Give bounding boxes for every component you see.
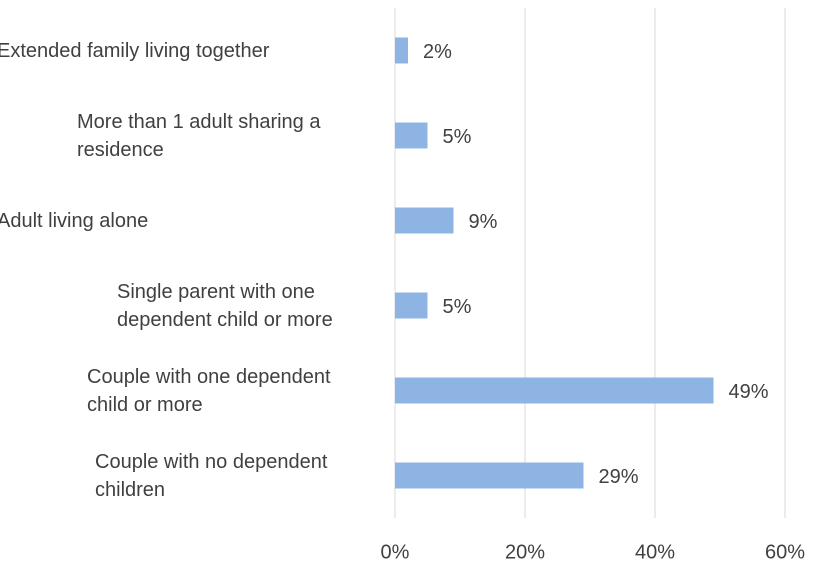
value-label: 29%: [599, 466, 639, 488]
value-label: 5%: [443, 296, 472, 318]
y-tick-label: Single parent with one dependent child o…: [117, 280, 333, 331]
bar: [395, 377, 714, 404]
x-tick-label: 20%: [505, 541, 545, 563]
y-tick-label: More than 1 adult sharing a residence: [77, 110, 321, 161]
y-tick-label: Couple with one dependent child or more: [87, 365, 331, 416]
bar: [395, 37, 408, 64]
x-tick-label: 0%: [381, 541, 410, 563]
y-tick-label: Adult living alone: [0, 209, 149, 232]
x-tick-label: 60%: [765, 541, 805, 563]
y-tick-label: Extended family living together: [0, 39, 270, 62]
value-label: 49%: [729, 381, 769, 403]
bar: [395, 122, 428, 149]
x-tick-label: 40%: [635, 541, 675, 563]
value-label: 9%: [469, 211, 498, 233]
value-label: 5%: [443, 126, 472, 148]
y-tick-label: Couple with no dependent children: [95, 450, 328, 501]
bar: [395, 292, 428, 319]
value-label: 2%: [423, 41, 452, 63]
bar: [395, 462, 584, 489]
bar: [395, 207, 454, 234]
